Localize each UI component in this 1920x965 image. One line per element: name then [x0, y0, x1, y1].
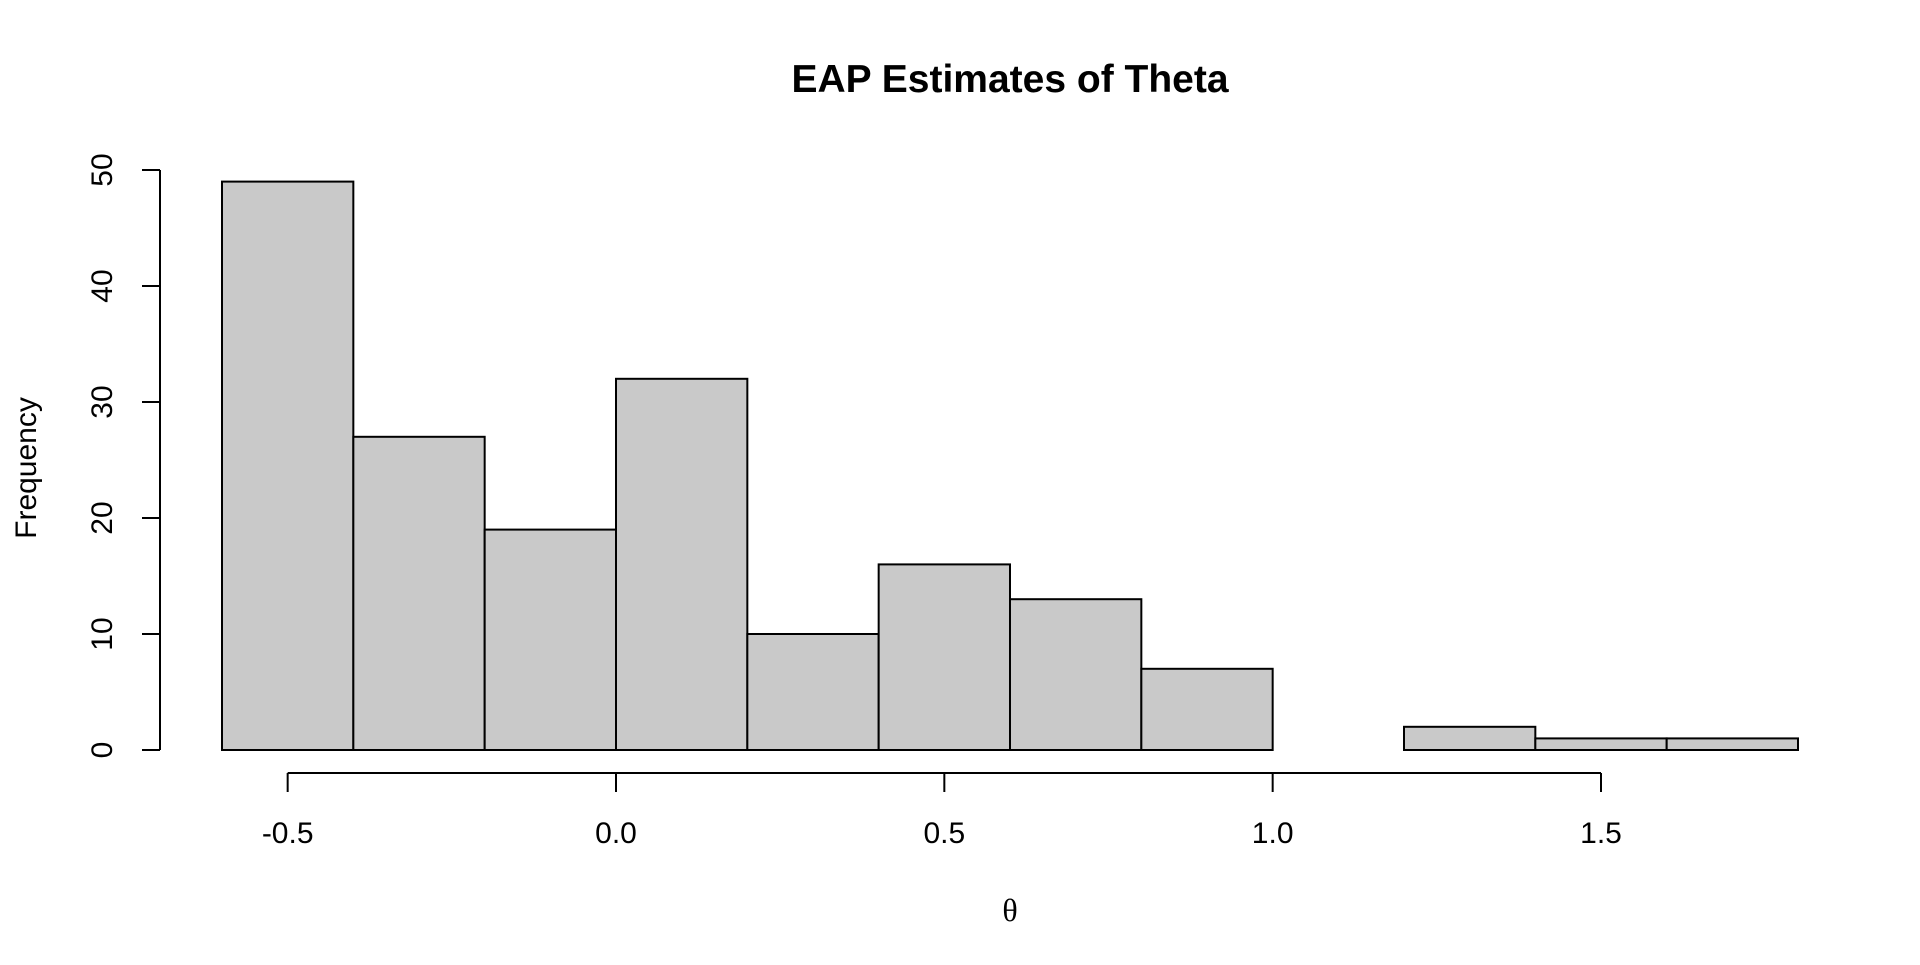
- x-axis-label: θ: [1002, 892, 1017, 928]
- histogram-bar-10: [1534, 737, 1668, 752]
- y-axis: 0 10 20 30 40 50: [86, 153, 161, 759]
- y-tick-label-3: 30: [86, 385, 119, 418]
- bars-layer: [221, 180, 1799, 752]
- y-tick-label-2: 20: [86, 501, 119, 534]
- y-axis-label: Frequency: [10, 397, 43, 539]
- chart-title: EAP Estimates of Theta: [791, 58, 1228, 101]
- histogram-bar-3: [615, 377, 749, 751]
- x-tick-label-4: 1.5: [1580, 817, 1622, 850]
- y-tick-label-1: 10: [86, 617, 119, 650]
- y-tick-label-4: 40: [86, 269, 119, 302]
- y-tick-label-0: 0: [86, 742, 119, 759]
- histogram-bar-1: [352, 435, 486, 751]
- histogram-bar-7: [1140, 667, 1274, 751]
- histogram-bar-0: [221, 180, 355, 752]
- histogram-bar-4: [746, 633, 880, 751]
- x-tick-label-2: 0.5: [923, 817, 965, 850]
- x-axis: -0.5 0.0 0.5 1.0 1.5: [262, 772, 1622, 850]
- histogram-bar-2: [483, 528, 617, 751]
- histogram-bar-6: [1009, 598, 1143, 752]
- x-tick-label-1: 0.0: [595, 817, 637, 850]
- y-tick-label-5: 50: [86, 153, 119, 186]
- histogram-bar-5: [877, 563, 1012, 752]
- histogram-bar-9: [1403, 725, 1537, 751]
- histogram-bar-11: [1665, 737, 1799, 752]
- x-tick-label-0: -0.5: [262, 817, 314, 850]
- x-tick-label-3: 1.0: [1252, 817, 1294, 850]
